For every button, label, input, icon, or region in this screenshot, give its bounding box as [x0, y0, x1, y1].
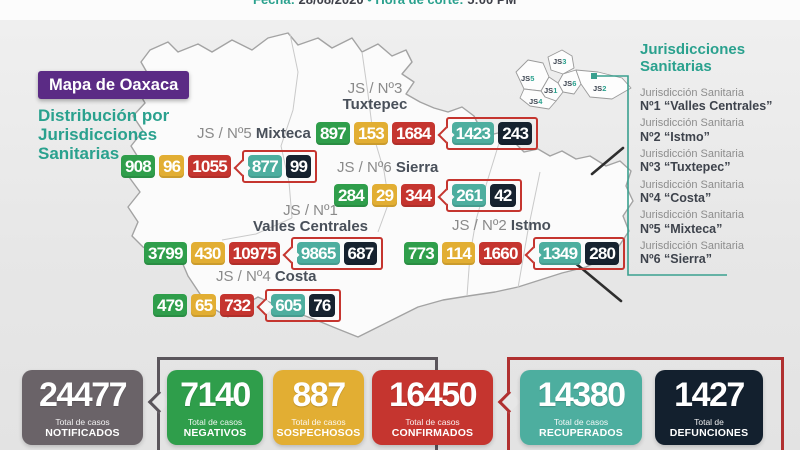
total-card-defunciones: 1427 Total de DEFUNCIONES: [655, 370, 763, 445]
list-item: Jurisdicción Sanitaria Nº5 “Mixteca”: [640, 209, 744, 236]
badge-negativos: 908: [121, 155, 155, 178]
badge-negativos: 897: [316, 122, 350, 145]
outcome-box: 1423 243: [445, 117, 539, 150]
list-item: Jurisdicción Sanitaria Nº1 “Valles Centr…: [640, 86, 773, 113]
inset-labels: JS5 JS3 JS1 JS6 JS2 JS4: [521, 57, 606, 106]
badge-recuperados: 1349: [538, 242, 582, 265]
svg-text:JS6: JS6: [563, 79, 576, 88]
svg-text:JS3: JS3: [553, 57, 566, 66]
total-card-recuperados: 14380 Total de casos RECUPERADOS: [520, 370, 642, 445]
map-title-badge: Mapa de Oaxaca: [38, 71, 190, 99]
svg-text:JS2: JS2: [593, 84, 606, 93]
total-card-negativos: 7140 Total de casos NEGATIVOS: [167, 370, 263, 445]
badge-defunciones: 687: [343, 242, 378, 265]
outcome-box: 261 42: [446, 179, 522, 212]
jurisdiction-label: JS / Nº5 Mixteca: [197, 125, 311, 142]
outcome-box: 877 99: [241, 150, 318, 183]
separator: •: [367, 0, 372, 7]
list-item: Jurisdicción Sanitaria Nº2 “Istmo”: [640, 117, 744, 144]
badge-negativos: 773: [404, 242, 438, 265]
jurisdiction-label: JS / Nº6 Sierra: [337, 159, 439, 176]
jurisdiction-label: JS / Nº3 Tuxtepec: [342, 80, 408, 114]
outcome-box: 605 76: [265, 289, 341, 322]
stats-row: 908 96 1055 877 99: [121, 150, 318, 183]
connector-dot: [591, 73, 597, 79]
badge-defunciones: 243: [498, 122, 533, 145]
badge-sospechosos: 430: [190, 242, 225, 265]
badge-confirmados: 732: [220, 294, 255, 317]
confirmed-group-bracket: [507, 357, 784, 450]
hora-value: 5:00 PM: [467, 0, 516, 7]
badge-sospechosos: 96: [158, 155, 185, 178]
list-item: Jurisdicción Sanitaria Nº3 “Tuxtepec”: [640, 147, 744, 175]
stats-row: 479 65 732 605 76: [153, 289, 341, 322]
list-item: Jurisdicción Sanitaria Nº4 “Costa”: [640, 178, 744, 205]
badge-sospechosos: 65: [190, 294, 217, 317]
badge-confirmados: 1055: [188, 155, 231, 178]
badge-confirmados: 1684: [391, 122, 435, 145]
stats-row: 3799 430 10975 9865 687: [144, 237, 384, 270]
jurisdiction-label: JS / Nº2 Istmo: [452, 217, 551, 234]
header-bar: Fecha: 28/08/2020 • Hora de corte: 5:00 …: [0, 0, 800, 20]
total-card-confirmados: 16450 Total de casos CONFIRMADOS: [372, 370, 493, 445]
total-card-notificados: 24477 Total de casos NOTIFICADOS: [22, 370, 143, 445]
badge-recuperados: 877: [247, 155, 282, 178]
badge-negativos: 284: [334, 184, 368, 207]
badge-defunciones: 76: [309, 294, 335, 317]
map-subtitle: Distribución por Jurisdicciones Sanitari…: [38, 106, 170, 164]
stats-row: 284 29 344 261 42: [334, 179, 522, 212]
badge-sospechosos: 114: [441, 242, 475, 265]
fecha-value: 28/08/2020: [299, 0, 364, 7]
badge-defunciones: 42: [490, 184, 516, 207]
badge-recuperados: 605: [271, 294, 306, 317]
jurisdiction-label: JS / Nº1 Valles Centrales: [252, 202, 369, 236]
stats-row: 773 114 1660 1349 280: [404, 237, 626, 270]
badge-defunciones: 280: [585, 242, 620, 265]
svg-text:JS5: JS5: [521, 74, 534, 83]
list-item: Jurisdicción Sanitaria Nº6 “Sierra”: [640, 240, 744, 267]
stats-row: 897 153 1684 1423 243: [316, 117, 539, 150]
jurisdiction-label: JS / Nº4 Costa: [216, 268, 317, 285]
badge-recuperados: 261: [452, 184, 487, 207]
badge-confirmados: 10975: [228, 242, 280, 265]
badge-recuperados: 1423: [451, 122, 495, 145]
inset-map: [515, 49, 632, 110]
jurisdictions-title: Jurisdicciones Sanitarias: [640, 41, 746, 75]
outcome-box: 1349 280: [532, 237, 626, 270]
badge-negativos: 479: [153, 294, 187, 317]
outcome-box: 9865 687: [290, 237, 384, 270]
total-card-sospechosos: 887 Total de casos SOSPECHOSOS: [273, 370, 364, 445]
badge-sospechosos: 153: [353, 122, 388, 145]
hora-label: Hora de corte:: [375, 0, 463, 7]
badge-defunciones: 99: [285, 155, 312, 178]
connector-line: [594, 75, 727, 276]
badge-sospechosos: 29: [371, 184, 398, 207]
badge-negativos: 3799: [144, 242, 187, 265]
badge-confirmados: 344: [401, 184, 436, 207]
svg-text:JS4: JS4: [529, 97, 543, 106]
svg-text:JS1: JS1: [544, 86, 557, 95]
fecha-label: Fecha:: [253, 0, 295, 7]
jurisdiction-boundaries: [221, 33, 541, 297]
date-line: Fecha: 28/08/2020 • Hora de corte: 5:00 …: [253, 0, 516, 7]
badge-recuperados: 9865: [296, 242, 340, 265]
jurisdictions-panel: Jurisdicciones Sanitarias Jurisdicción S…: [640, 41, 798, 271]
badge-confirmados: 1660: [479, 242, 522, 265]
